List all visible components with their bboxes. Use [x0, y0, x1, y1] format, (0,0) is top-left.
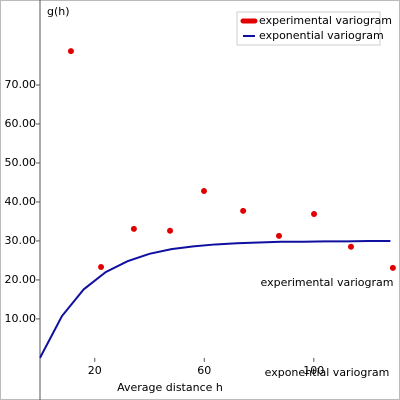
y-tick-label: 50.00	[5, 156, 37, 169]
y-tick-label: 60.00	[5, 117, 37, 130]
point	[311, 211, 318, 218]
annotation: exponential variogram	[265, 366, 390, 379]
y-tick-label: 30.00	[5, 234, 37, 247]
legend-box	[236, 11, 381, 46]
y-tick-label: 10.00	[5, 312, 37, 325]
point	[130, 225, 137, 232]
point	[200, 188, 207, 195]
x-tick-label: 100	[303, 364, 324, 377]
point	[98, 264, 105, 271]
point	[67, 48, 74, 55]
point	[240, 207, 247, 214]
annotation: experimental variogram	[261, 276, 394, 289]
y-tick-label: 70.00	[5, 78, 37, 91]
point	[167, 227, 174, 234]
legend-label: exponential variogram	[259, 29, 384, 42]
x-axis-label: Average distance h	[117, 381, 223, 394]
point	[347, 243, 354, 250]
x-tick-label: 60	[197, 364, 211, 377]
line	[39, 239, 391, 359]
x-tick-label: 20	[88, 364, 102, 377]
legend-label: experimental variogram	[259, 14, 392, 27]
point	[275, 232, 282, 239]
y-tick-label: 40.00	[5, 195, 37, 208]
y-axis-label: g(h)	[47, 5, 70, 18]
y-tick-label: 20.00	[5, 273, 37, 286]
point	[389, 264, 396, 271]
